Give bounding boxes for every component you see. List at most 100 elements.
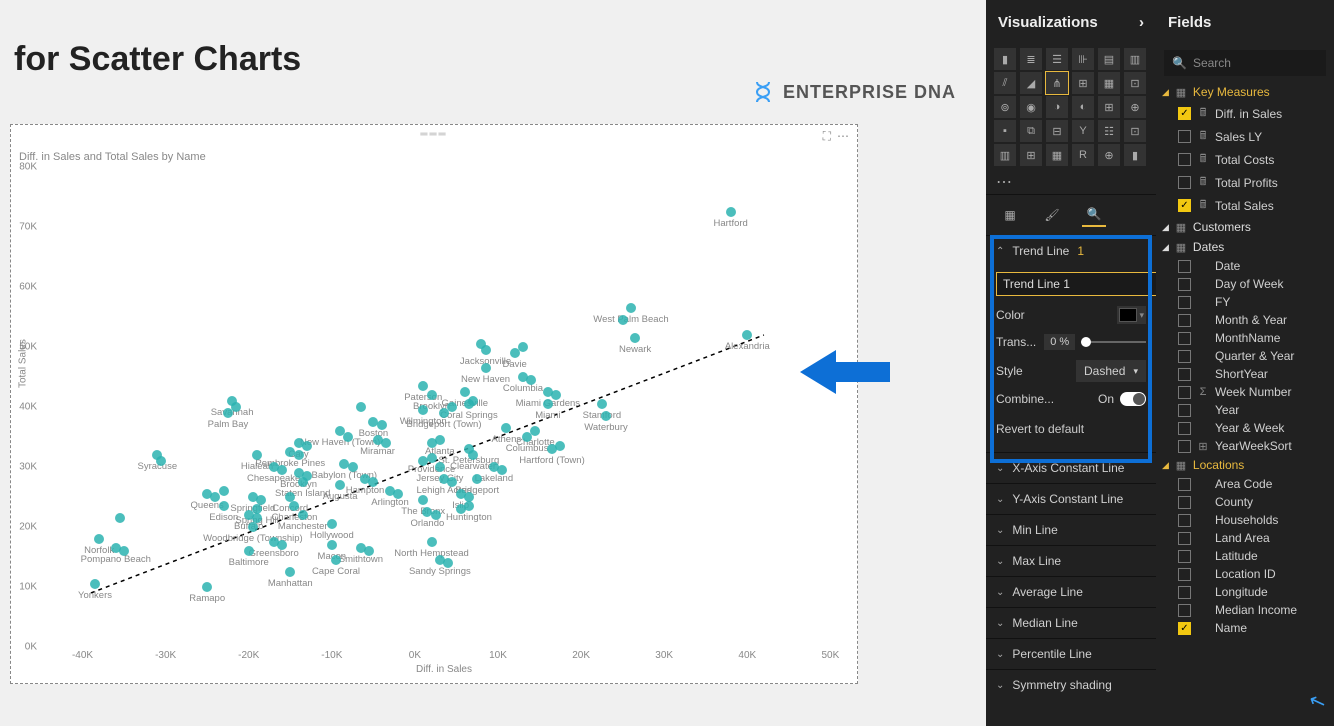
field-checkbox[interactable] — [1178, 496, 1191, 509]
viz-type-icon[interactable]: ▥ — [994, 144, 1016, 166]
scatter-point[interactable] — [381, 438, 391, 448]
viz-type-icon[interactable]: ⊕ — [1098, 144, 1120, 166]
scatter-point[interactable] — [115, 513, 125, 523]
field-checkbox[interactable] — [1178, 586, 1191, 599]
viz-type-icon[interactable]: ⋔ — [1046, 72, 1068, 94]
scatter-point[interactable] — [343, 432, 353, 442]
scatter-point[interactable] — [90, 579, 100, 589]
scatter-point[interactable] — [427, 390, 437, 400]
viz-type-icon[interactable]: ⊞ — [1020, 144, 1042, 166]
scatter-point[interactable] — [368, 477, 378, 487]
viz-type-icon[interactable]: Y — [1072, 120, 1094, 142]
field-row[interactable]: Median Income — [1160, 601, 1330, 619]
field-row[interactable]: Location ID — [1160, 565, 1330, 583]
scatter-point[interactable] — [626, 303, 636, 313]
scatter-point[interactable] — [277, 540, 287, 550]
viz-type-icon[interactable]: ◐ — [1072, 96, 1094, 118]
viz-type-icon[interactable]: ⧉ — [1020, 120, 1042, 142]
viz-type-icon[interactable]: ▦ — [1098, 72, 1120, 94]
scatter-point[interactable] — [156, 456, 166, 466]
scatter-point[interactable] — [294, 450, 304, 460]
scatter-point[interactable] — [418, 456, 428, 466]
field-row[interactable]: ShortYear — [1160, 365, 1330, 383]
scatter-point[interactable] — [726, 207, 736, 217]
scatter-point[interactable] — [202, 582, 212, 592]
field-checkbox[interactable] — [1178, 130, 1191, 143]
fields-tab-icon[interactable]: ▦ — [998, 203, 1022, 227]
field-row[interactable]: Area Code — [1160, 475, 1330, 493]
field-checkbox[interactable] — [1178, 176, 1191, 189]
viz-type-icon[interactable]: ☰ — [1046, 48, 1068, 70]
fields-search[interactable]: 🔍 Search — [1164, 50, 1326, 76]
trend-name-input[interactable] — [996, 272, 1156, 296]
analytics-section[interactable]: ⌄Percentile Line — [986, 638, 1156, 669]
field-group-header[interactable]: ◢▦Locations — [1160, 455, 1330, 475]
scatter-point[interactable] — [219, 501, 229, 511]
scatter-point[interactable] — [418, 495, 428, 505]
viz-type-icon[interactable]: ◢ — [1020, 72, 1042, 94]
scatter-point[interactable] — [497, 465, 507, 475]
field-row[interactable]: Quarter & Year — [1160, 347, 1330, 365]
scatter-point[interactable] — [223, 408, 233, 418]
viz-type-icon[interactable]: ⊟ — [1046, 120, 1068, 142]
scatter-point[interactable] — [468, 450, 478, 460]
scatter-point[interactable] — [597, 399, 607, 409]
scatter-point[interactable] — [252, 450, 262, 460]
scatter-point[interactable] — [427, 537, 437, 547]
viz-type-icon[interactable]: ⊡ — [1124, 120, 1146, 142]
scatter-point[interactable] — [393, 489, 403, 499]
field-checkbox[interactable] — [1178, 422, 1191, 435]
analytics-section[interactable]: ⌄X-Axis Constant Line — [986, 452, 1156, 483]
scatter-point[interactable] — [244, 546, 254, 556]
field-row[interactable]: Latitude — [1160, 547, 1330, 565]
transparency-slider[interactable] — [1081, 341, 1146, 343]
analytics-section[interactable]: ⌄Average Line — [986, 576, 1156, 607]
field-checkbox[interactable] — [1178, 332, 1191, 345]
viz-type-icon[interactable]: ⊪ — [1072, 48, 1094, 70]
field-checkbox[interactable]: ✓ — [1178, 622, 1191, 635]
scatter-visual[interactable]: ═══ ⛶ ⋯ Diff. in Sales and Total Sales b… — [10, 124, 858, 684]
viz-type-icon[interactable]: ◑ — [1046, 96, 1068, 118]
viz-type-icon[interactable]: ▦ — [1046, 144, 1068, 166]
scatter-point[interactable] — [456, 504, 466, 514]
revert-to-default[interactable]: Revert to default — [996, 416, 1146, 442]
field-checkbox[interactable] — [1178, 550, 1191, 563]
viz-type-icon[interactable]: ▤ — [1098, 48, 1120, 70]
scatter-point[interactable] — [418, 405, 428, 415]
scatter-point[interactable] — [431, 510, 441, 520]
scatter-point[interactable] — [447, 477, 457, 487]
combine-toggle[interactable] — [1120, 392, 1146, 406]
field-row[interactable]: ✓Name — [1160, 619, 1330, 637]
analytics-section[interactable]: ⌄Y-Axis Constant Line — [986, 483, 1156, 514]
scatter-point[interactable] — [348, 462, 358, 472]
color-picker[interactable]: ▾ — [1117, 306, 1146, 324]
viz-type-icon[interactable]: ⊞ — [1098, 96, 1120, 118]
field-checkbox[interactable] — [1178, 260, 1191, 273]
scatter-point[interactable] — [298, 477, 308, 487]
field-group-header[interactable]: ◢▦Key Measures — [1160, 82, 1330, 102]
viz-type-icon[interactable]: ◉ — [1020, 96, 1042, 118]
format-tab-icon[interactable]: 🖌 — [1040, 203, 1064, 227]
viz-type-icon[interactable]: ⊞ — [1072, 72, 1094, 94]
viz-type-icon[interactable]: ⊕ — [1124, 96, 1146, 118]
trend-line-section[interactable]: ⌃ Trend Line 1 — [986, 235, 1156, 266]
field-checkbox[interactable] — [1178, 440, 1191, 453]
scatter-point[interactable] — [543, 399, 553, 409]
scatter-point[interactable] — [377, 420, 387, 430]
scatter-point[interactable] — [248, 522, 258, 532]
field-row[interactable]: FY — [1160, 293, 1330, 311]
field-row[interactable]: Date — [1160, 257, 1330, 275]
more-visuals-icon[interactable]: ⋯ — [986, 170, 1156, 194]
analytics-section[interactable]: ⌄Max Line — [986, 545, 1156, 576]
scatter-point[interactable] — [119, 546, 129, 556]
scatter-point[interactable] — [530, 426, 540, 436]
field-row[interactable]: Land Area — [1160, 529, 1330, 547]
viz-type-icon[interactable]: ⫽ — [994, 72, 1016, 94]
viz-type-icon[interactable]: ⊡ — [1124, 72, 1146, 94]
field-checkbox[interactable]: ✓ — [1178, 107, 1191, 120]
scatter-point[interactable] — [94, 534, 104, 544]
field-checkbox[interactable] — [1178, 514, 1191, 527]
field-row[interactable]: Year & Week — [1160, 419, 1330, 437]
scatter-point[interactable] — [522, 432, 532, 442]
field-group-header[interactable]: ◢▦Customers — [1160, 217, 1330, 237]
